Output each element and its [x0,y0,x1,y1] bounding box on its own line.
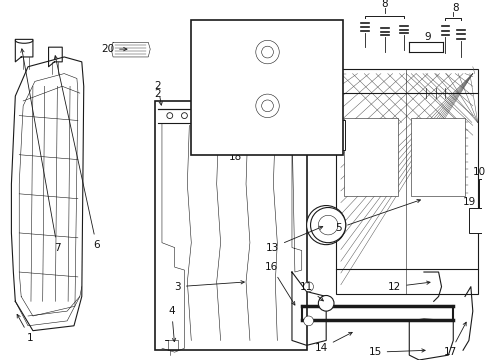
Circle shape [303,282,313,292]
Circle shape [181,113,187,118]
Text: 17: 17 [443,322,465,357]
Text: 10: 10 [472,167,485,177]
Circle shape [310,207,345,243]
Text: 4: 4 [168,306,175,342]
Text: 20: 20 [101,44,127,54]
Text: 3: 3 [174,281,244,292]
Bar [410,118,464,196]
Circle shape [255,94,279,118]
Circle shape [196,113,202,118]
Text: 8: 8 [451,3,458,13]
Text: 6: 6 [54,56,100,249]
Text: 9: 9 [424,32,430,42]
Bar [468,208,481,233]
Bar [155,101,306,350]
Circle shape [261,100,273,112]
Text: 19: 19 [462,197,475,207]
Text: 2: 2 [154,89,161,99]
Text: 12: 12 [387,281,429,292]
Circle shape [318,296,333,311]
Text: 2: 2 [154,81,162,105]
Text: 7: 7 [21,49,61,253]
Circle shape [261,46,273,58]
Circle shape [318,215,337,235]
Text: 13: 13 [265,226,322,253]
Text: 16: 16 [264,262,294,305]
Text: 10: 10 [267,128,333,138]
Circle shape [303,316,313,326]
Text: 15: 15 [367,347,424,357]
Text: 11: 11 [300,282,323,301]
Bar [330,121,344,150]
Bar [335,69,477,293]
Text: 1: 1 [17,314,33,342]
Bar [478,179,488,208]
Circle shape [166,113,172,118]
Bar [343,118,397,196]
Text: 18: 18 [228,152,242,162]
Bar [191,20,342,155]
Text: 14: 14 [314,332,351,353]
Text: 8: 8 [381,0,387,9]
Circle shape [306,206,345,245]
Text: 5: 5 [335,199,420,233]
Circle shape [255,40,279,64]
